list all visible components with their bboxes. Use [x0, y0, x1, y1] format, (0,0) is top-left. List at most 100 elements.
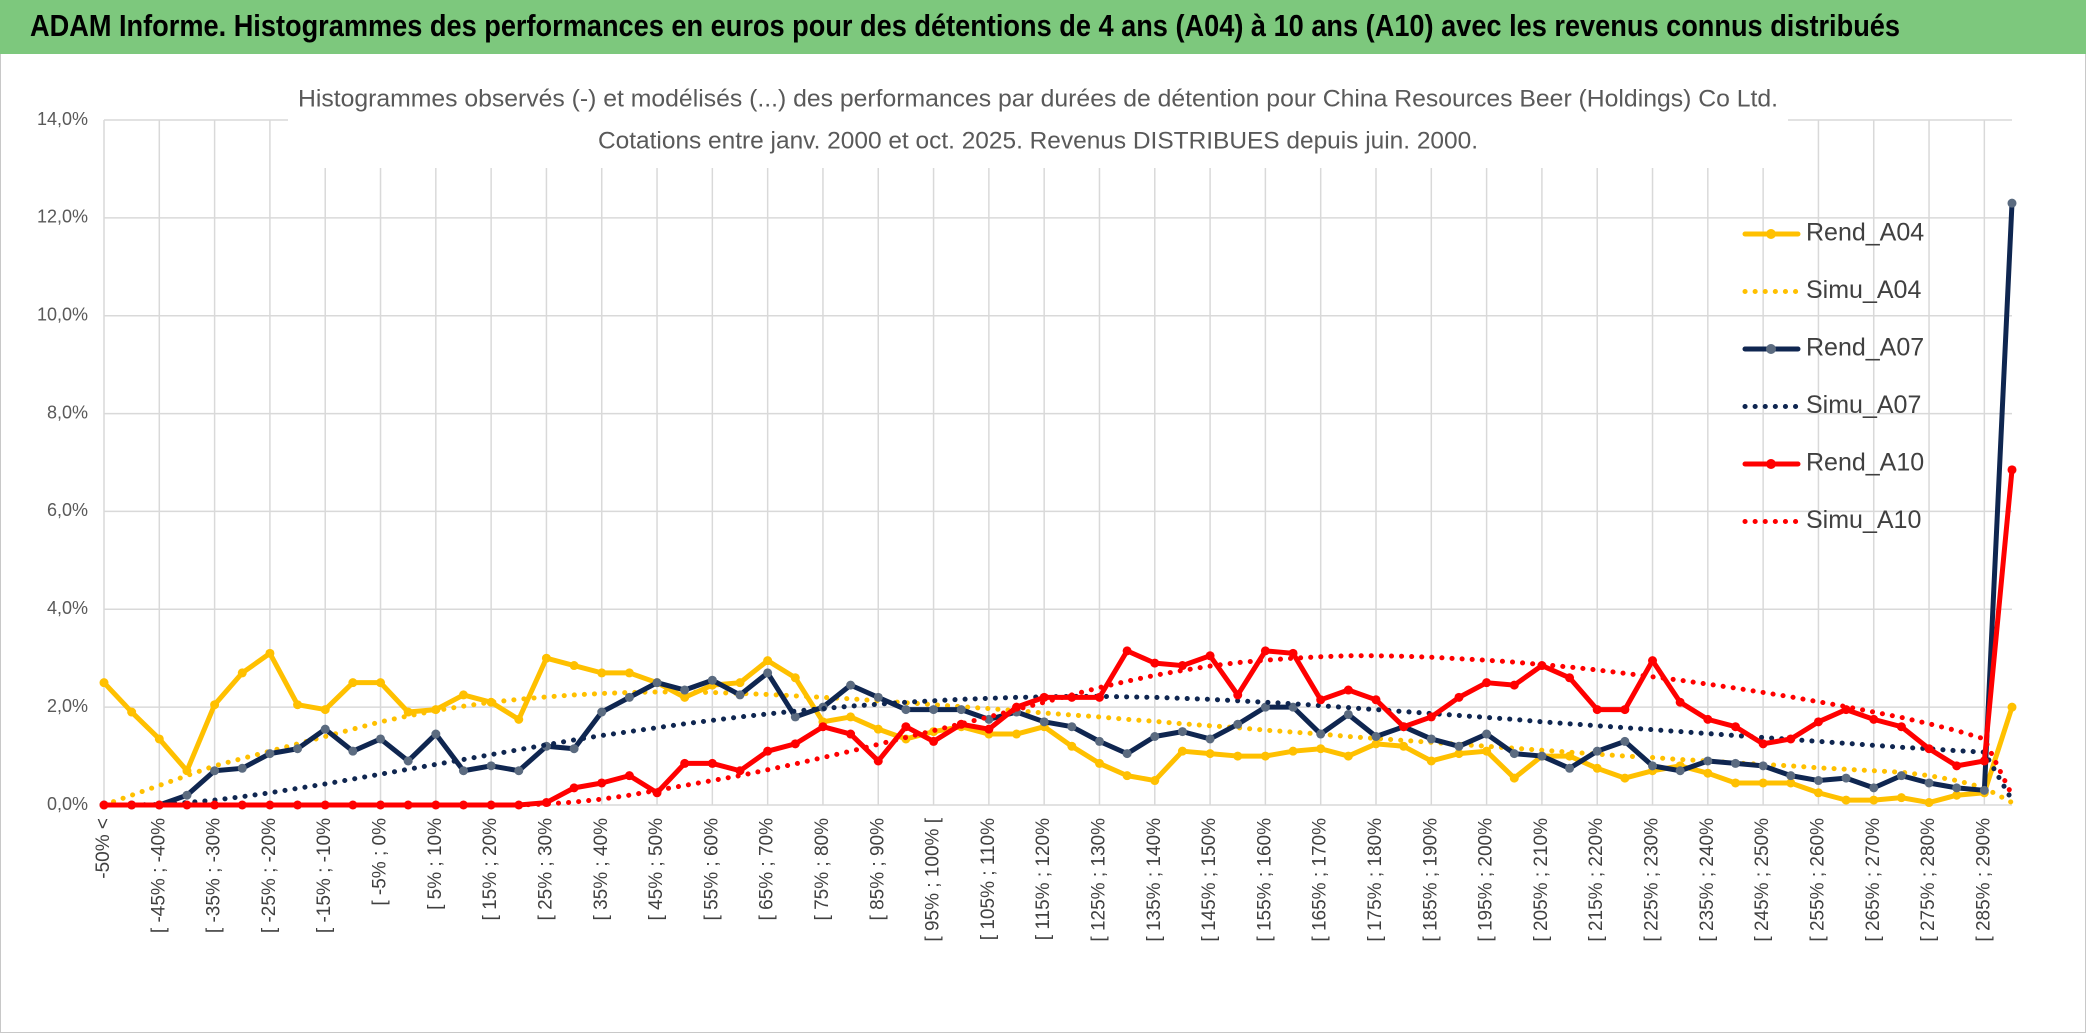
y-tick-label: 4,0%: [47, 598, 88, 618]
x-tick-label: [ -15% ; -10%: [314, 818, 335, 933]
data-point: [1841, 795, 1851, 805]
data-point: [1758, 739, 1768, 749]
data-point: [984, 714, 994, 724]
data-point: [1592, 705, 1602, 715]
data-point: [680, 685, 690, 695]
x-tick-label: [ -5% ; 0%: [370, 818, 391, 906]
y-tick-label: 10,0%: [37, 304, 88, 324]
data-point: [2007, 465, 2017, 475]
legend-marker: [1766, 459, 1776, 469]
data-point: [541, 653, 551, 663]
legend-marker: [1766, 229, 1776, 239]
data-point: [1703, 768, 1713, 778]
x-tick-label: [ 115% ; 120%: [1033, 818, 1054, 940]
data-point: [1813, 776, 1823, 786]
x-tick-label: [ 195% ; 200%: [1476, 818, 1497, 942]
x-tick-label: [ 15% ; 20%: [480, 818, 501, 921]
data-point: [1896, 771, 1906, 781]
data-point: [1454, 741, 1464, 751]
data-point: [514, 714, 524, 724]
data-point: [1703, 756, 1713, 766]
data-point: [1233, 719, 1243, 729]
data-point: [790, 712, 800, 722]
x-tick-label: [ 225% ; 230%: [1642, 818, 1663, 942]
data-point: [1260, 751, 1270, 761]
legend-label: Rend_A07: [1806, 334, 1924, 362]
data-point: [597, 668, 607, 678]
data-point: [1177, 746, 1187, 756]
data-point: [1509, 680, 1519, 690]
data-point: [2007, 198, 2017, 208]
data-point: [1482, 746, 1492, 756]
data-point: [237, 763, 247, 773]
data-point: [1869, 783, 1879, 793]
data-point: [1067, 741, 1077, 751]
data-point: [1426, 712, 1436, 722]
data-point: [1952, 790, 1962, 800]
data-point: [1620, 736, 1630, 746]
x-tick-label: [ -35% ; -30%: [204, 818, 225, 933]
x-tick-label: [ 25% ; 30%: [535, 818, 556, 921]
data-point: [1592, 746, 1602, 756]
data-point: [1648, 761, 1658, 771]
data-point: [1509, 773, 1519, 783]
data-point: [1094, 758, 1104, 768]
x-tick-label: [ 105% ; 110%: [978, 818, 999, 940]
data-point: [1371, 732, 1381, 741]
data-point: [431, 729, 441, 739]
x-tick-label: [ -25% ; -20%: [259, 818, 280, 933]
data-point: [1343, 685, 1353, 695]
x-tick-label: [ 215% ; 220%: [1586, 818, 1607, 942]
data-point: [1730, 722, 1740, 732]
x-tick-label: [ 235% ; 240%: [1697, 818, 1718, 942]
data-point: [514, 766, 524, 776]
data-point: [1233, 751, 1243, 761]
legend-marker: [1766, 344, 1776, 354]
data-point: [707, 758, 717, 768]
data-point: [486, 761, 496, 771]
data-point: [1316, 744, 1326, 754]
data-point: [1371, 695, 1381, 705]
data-point: [403, 707, 413, 717]
data-point: [1952, 761, 1962, 771]
data-point: [1869, 714, 1879, 724]
data-point: [1012, 729, 1022, 739]
data-point: [873, 724, 883, 734]
data-point: [1094, 736, 1104, 746]
data-point: [376, 734, 386, 744]
legend-label: Rend_A04: [1806, 219, 1924, 247]
data-point: [956, 705, 966, 715]
data-point: [1233, 690, 1243, 700]
title-background: [288, 80, 1788, 168]
x-tick-label: [ 275% ; 280%: [1918, 818, 1939, 942]
data-point: [1703, 714, 1713, 724]
data-point: [1565, 763, 1575, 773]
data-point: [1343, 709, 1353, 719]
data-point: [1371, 739, 1381, 749]
data-point: [1454, 692, 1464, 702]
data-point: [1813, 717, 1823, 727]
data-point: [1758, 761, 1768, 771]
data-point: [652, 678, 662, 688]
x-tick-label: [ 265% ; 270%: [1863, 818, 1884, 942]
data-point: [403, 756, 413, 766]
x-tick-label: [ 65% ; 70%: [757, 818, 778, 921]
data-point: [763, 656, 773, 666]
data-point: [846, 680, 856, 690]
data-point: [99, 678, 109, 688]
data-point: [569, 744, 579, 754]
data-point: [1454, 749, 1464, 759]
data-point: [293, 700, 303, 710]
data-point: [1150, 658, 1160, 668]
data-point: [846, 712, 856, 722]
data-point: [154, 800, 164, 810]
data-point: [735, 690, 745, 700]
data-point: [1896, 793, 1906, 803]
chart-title: Histogrammes observés (-) et modélisés (…: [298, 85, 1778, 112]
data-point: [1896, 722, 1906, 732]
data-point: [1592, 763, 1602, 773]
data-point: [680, 758, 690, 768]
